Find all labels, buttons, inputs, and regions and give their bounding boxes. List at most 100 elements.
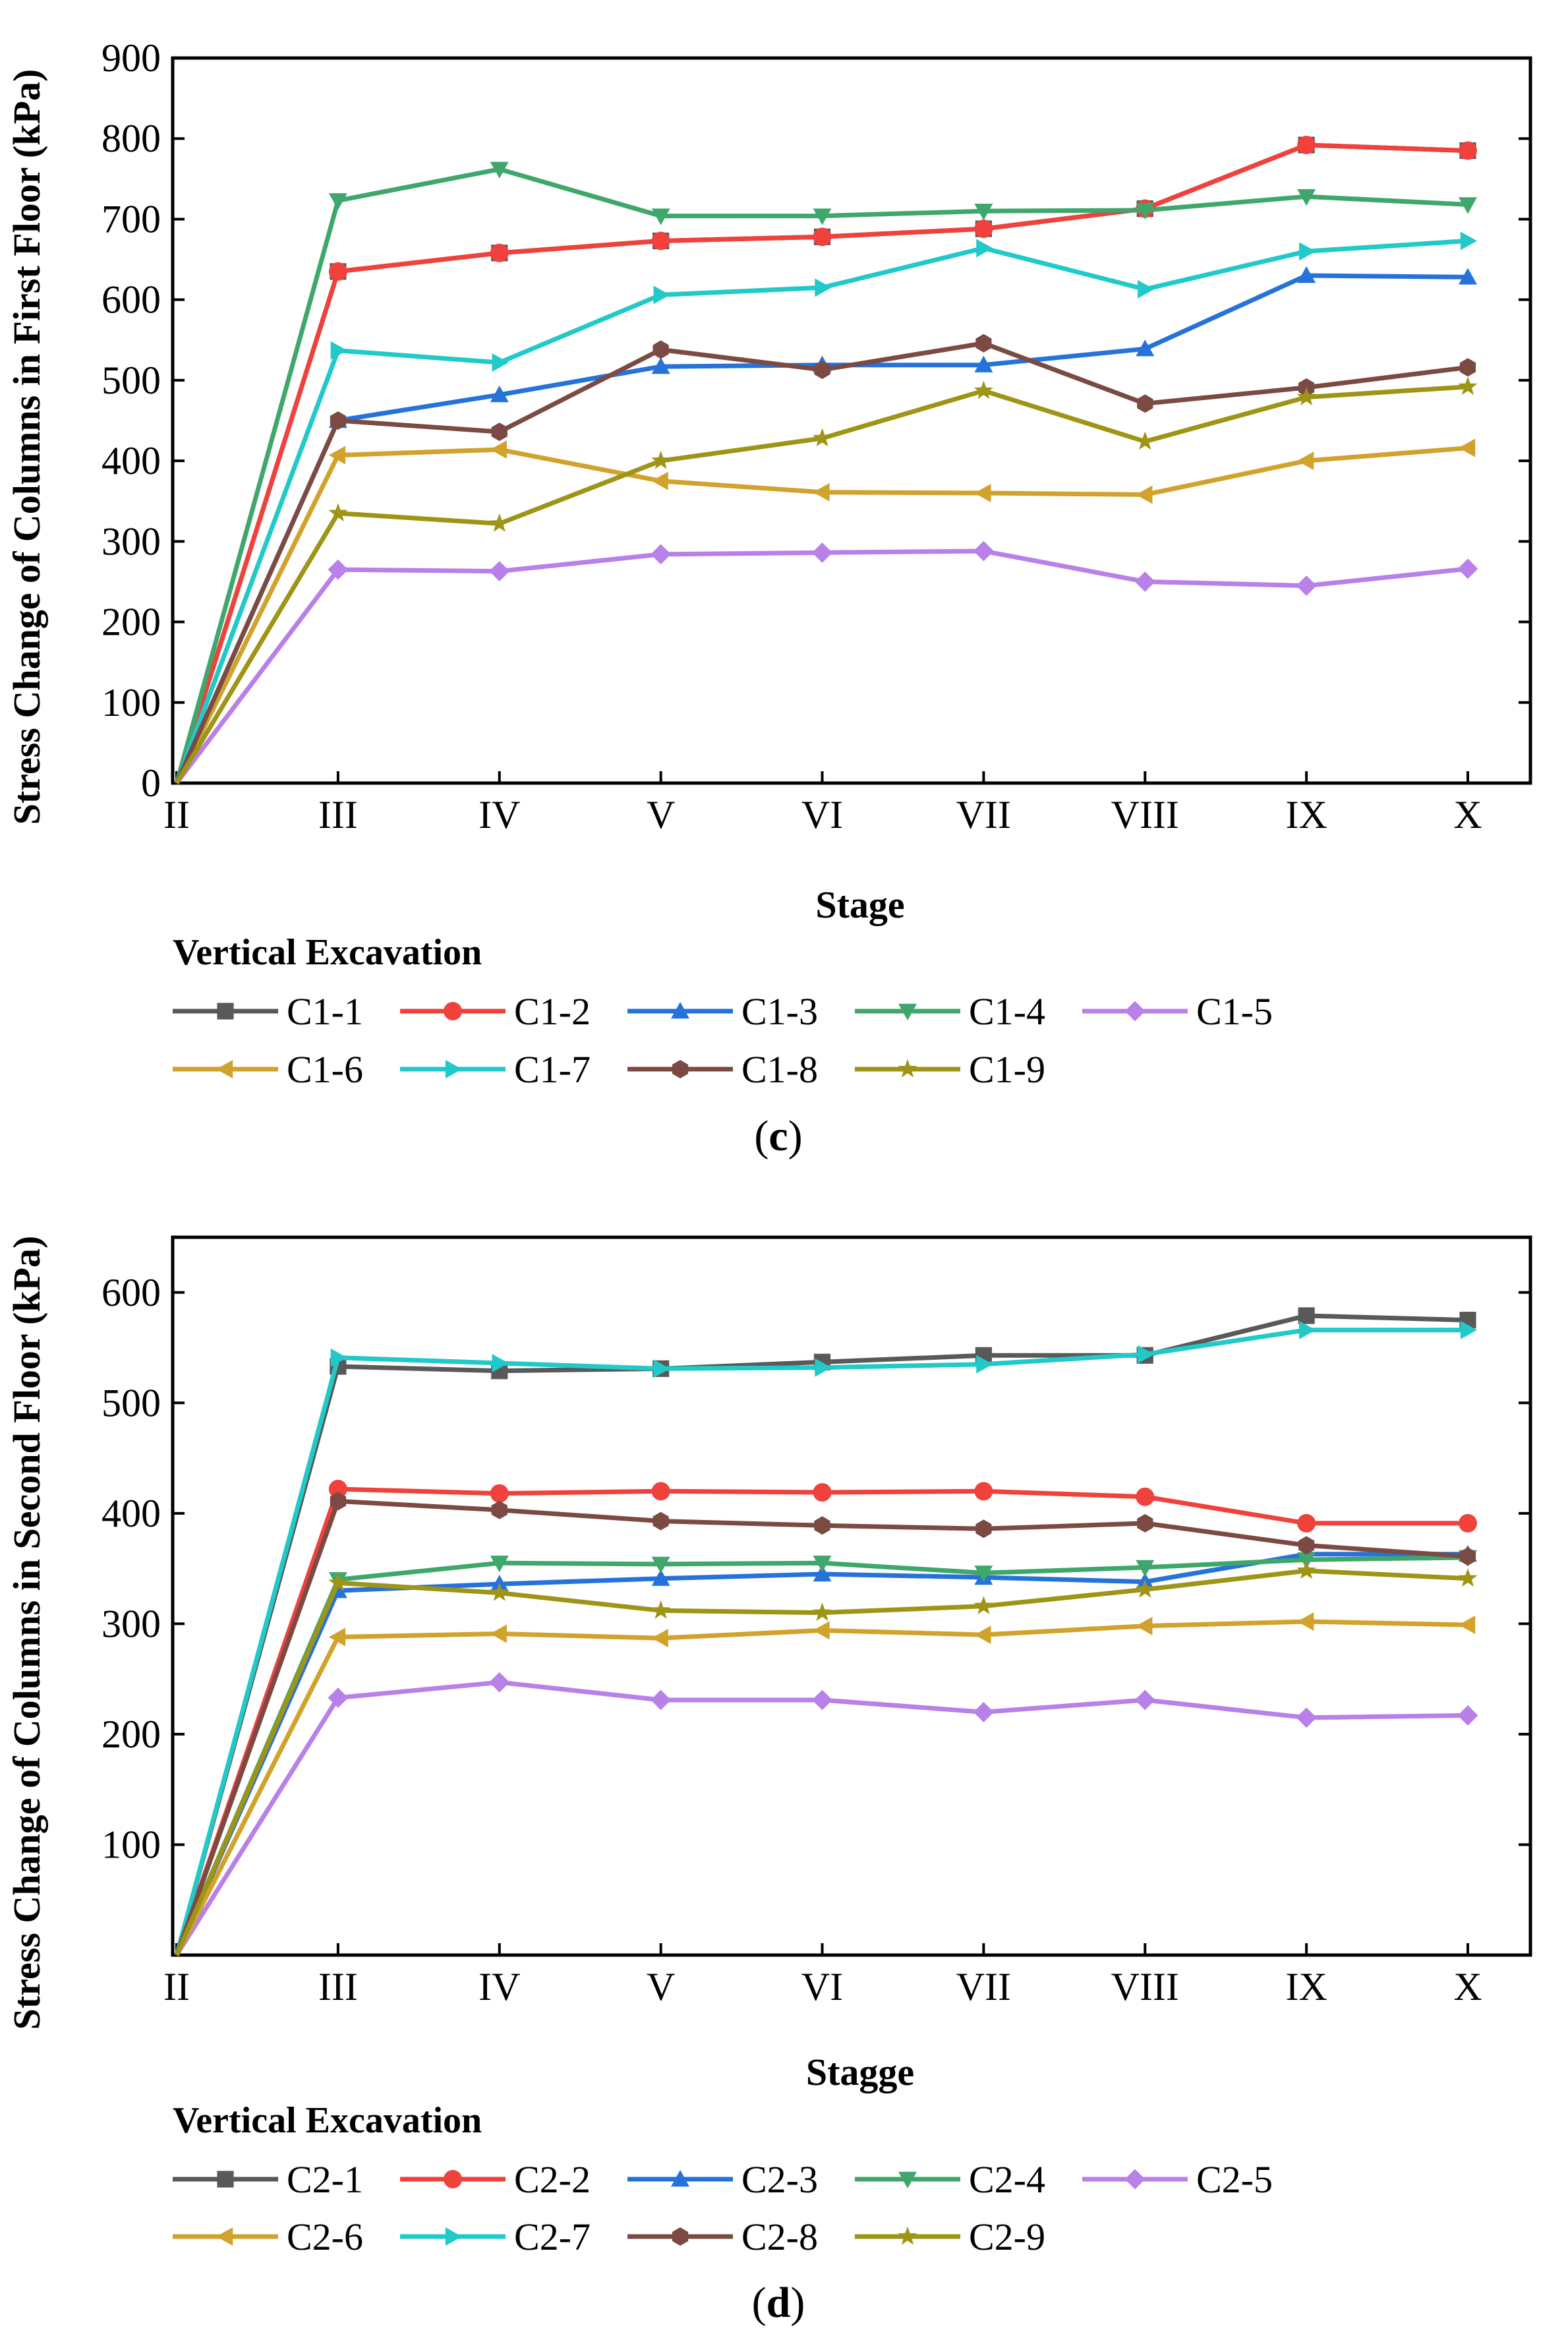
panel-d-y-tick-label: 500 xyxy=(102,1381,161,1424)
series-marker-c1-4 xyxy=(1459,197,1477,214)
panel-c-y-tick-label: 200 xyxy=(102,600,161,644)
series-marker-c1-4 xyxy=(1136,202,1155,220)
series-marker-c1-4 xyxy=(1297,189,1316,206)
panel-c-x-tick-label: VII xyxy=(956,793,1011,836)
panel-c-x-tick-label: IV xyxy=(479,793,520,836)
legend-label-c1-9: C1-9 xyxy=(969,1048,1045,1091)
series-marker-c1-8 xyxy=(491,423,508,442)
panel-c-x-axis-title: Stage xyxy=(815,883,904,926)
panel-c-y-tick-label: 100 xyxy=(102,681,161,724)
panel-c-label-close: ) xyxy=(788,1112,803,1160)
series-marker-c2-5 xyxy=(651,1689,672,1711)
series-marker-c1-3 xyxy=(651,357,670,374)
panel-d-y-tick-label: 100 xyxy=(102,1823,161,1866)
series-marker-c1-9 xyxy=(1135,431,1155,450)
series-marker-c1-2 xyxy=(328,262,347,281)
legend-label-c2-4: C2-4 xyxy=(969,2158,1045,2201)
legend-marker-c2-1 xyxy=(217,2171,234,2188)
panel-d-x-tick-label: V xyxy=(647,1965,675,2008)
series-marker-c2-6 xyxy=(974,1625,991,1645)
series-marker-c2-4 xyxy=(1136,1560,1155,1577)
series-marker-c1-7 xyxy=(492,353,509,372)
panel-c-x-tick-label: V xyxy=(647,793,675,836)
series-marker-c2-2 xyxy=(490,1484,509,1503)
series-marker-c2-2 xyxy=(974,1482,993,1501)
series-marker-c1-7 xyxy=(330,341,347,360)
series-marker-c2-6 xyxy=(651,1629,668,1648)
series-marker-c2-8 xyxy=(1459,1547,1476,1566)
legend-label-c1-6: C1-6 xyxy=(287,1048,363,1091)
panel-d-label-close: ) xyxy=(790,2279,805,2327)
series-marker-c2-4 xyxy=(813,1556,832,1573)
legend-label-c2-8: C2-8 xyxy=(741,2215,818,2258)
series-marker-c2-9 xyxy=(1296,1560,1316,1579)
legend-marker-c2-7 xyxy=(445,2227,462,2246)
panel-d-plot-frame xyxy=(171,1235,1532,1957)
series-marker-c2-7 xyxy=(1460,1320,1477,1339)
series-marker-c1-2 xyxy=(490,243,509,262)
series-marker-c1-9 xyxy=(328,503,348,521)
series-marker-c2-9 xyxy=(1458,1568,1478,1587)
panel-d-y-tick-label: 300 xyxy=(102,1602,161,1645)
panel-d-x-tick-label: VIII xyxy=(1111,1965,1179,2008)
series-marker-c1-3 xyxy=(1136,339,1155,357)
panel-c-y-tick-label: 0 xyxy=(141,761,161,805)
series-line-c1-7 xyxy=(174,238,1468,784)
series-marker-c1-6 xyxy=(651,471,668,490)
series-marker-c2-8 xyxy=(1298,1536,1315,1555)
legend-label-c1-4: C1-4 xyxy=(969,990,1045,1033)
series-marker-c1-6 xyxy=(490,440,507,459)
panel-c-x-tick-label: III xyxy=(318,793,358,836)
series-marker-c2-5 xyxy=(812,1689,832,1711)
series-marker-c1-6 xyxy=(1297,452,1314,471)
legend-label-c2-2: C2-2 xyxy=(514,2158,591,2201)
legend-marker-c1-4 xyxy=(898,1003,917,1020)
legend-label-c1-5: C1-5 xyxy=(1196,990,1273,1033)
series-line-c1-6 xyxy=(174,446,1468,784)
panel-c-plot-frame xyxy=(171,56,1532,785)
panel-d-chart: Stress Change of Columns in Second Floor… xyxy=(5,1235,1532,2327)
series-marker-c1-7 xyxy=(815,278,832,297)
panel-d-x-axis-title: Stagge xyxy=(806,2051,914,2093)
series-marker-c2-5 xyxy=(973,1702,994,1722)
series-marker-c1-6 xyxy=(1459,438,1476,457)
panel-c-label-open: ( xyxy=(754,1112,769,1160)
series-marker-c2-8 xyxy=(330,1492,346,1511)
panel-c-y-tick-label: 500 xyxy=(102,359,161,402)
series-marker-c1-2 xyxy=(651,231,670,250)
legend-marker-c1-8 xyxy=(672,1060,689,1078)
series-marker-c2-9 xyxy=(651,1600,671,1619)
series-marker-c2-8 xyxy=(975,1519,992,1538)
series-line-c1-4 xyxy=(174,167,1468,784)
panel-c-y-tick-label: 700 xyxy=(102,197,161,241)
series-marker-c2-6 xyxy=(1297,1612,1314,1631)
series-marker-c2-3 xyxy=(651,1569,670,1586)
panel-d-y-axis-title: Stress Change of Columns in Second Floor… xyxy=(5,1236,48,2030)
series-marker-c2-8 xyxy=(1137,1513,1153,1533)
series-marker-c2-4 xyxy=(651,1556,670,1573)
legend-marker-c1-7 xyxy=(445,1060,462,1078)
series-marker-c2-7 xyxy=(330,1348,347,1367)
series-line-c1-8 xyxy=(174,341,1468,784)
series-marker-c2-6 xyxy=(1136,1616,1153,1635)
panel-c-y-tick-label: 400 xyxy=(102,439,161,483)
series-line-c2-7 xyxy=(174,1328,1468,1956)
series-marker-c2-8 xyxy=(814,1516,830,1535)
legend-label-c2-7: C2-7 xyxy=(514,2215,591,2258)
panel-c-label: (c) xyxy=(754,1112,802,1160)
legend-label-c2-3: C2-3 xyxy=(741,2158,818,2201)
series-marker-c1-7 xyxy=(653,285,670,305)
panel-d-x-tick-label: VII xyxy=(956,1965,1011,2008)
series-marker-c1-3 xyxy=(490,385,509,403)
series-marker-c1-8 xyxy=(653,340,669,359)
series-marker-c1-5 xyxy=(1134,571,1155,592)
series-marker-c1-5 xyxy=(812,542,832,563)
series-marker-c1-4 xyxy=(974,204,993,221)
series-marker-c1-7 xyxy=(976,239,993,258)
series-marker-c2-8 xyxy=(653,1511,669,1531)
series-marker-c2-2 xyxy=(651,1482,670,1501)
series-marker-c2-2 xyxy=(1459,1513,1477,1533)
series-line-c2-4 xyxy=(174,1555,1468,1956)
legend-label-c1-1: C1-1 xyxy=(287,990,363,1033)
series-marker-c2-9 xyxy=(328,1573,348,1591)
